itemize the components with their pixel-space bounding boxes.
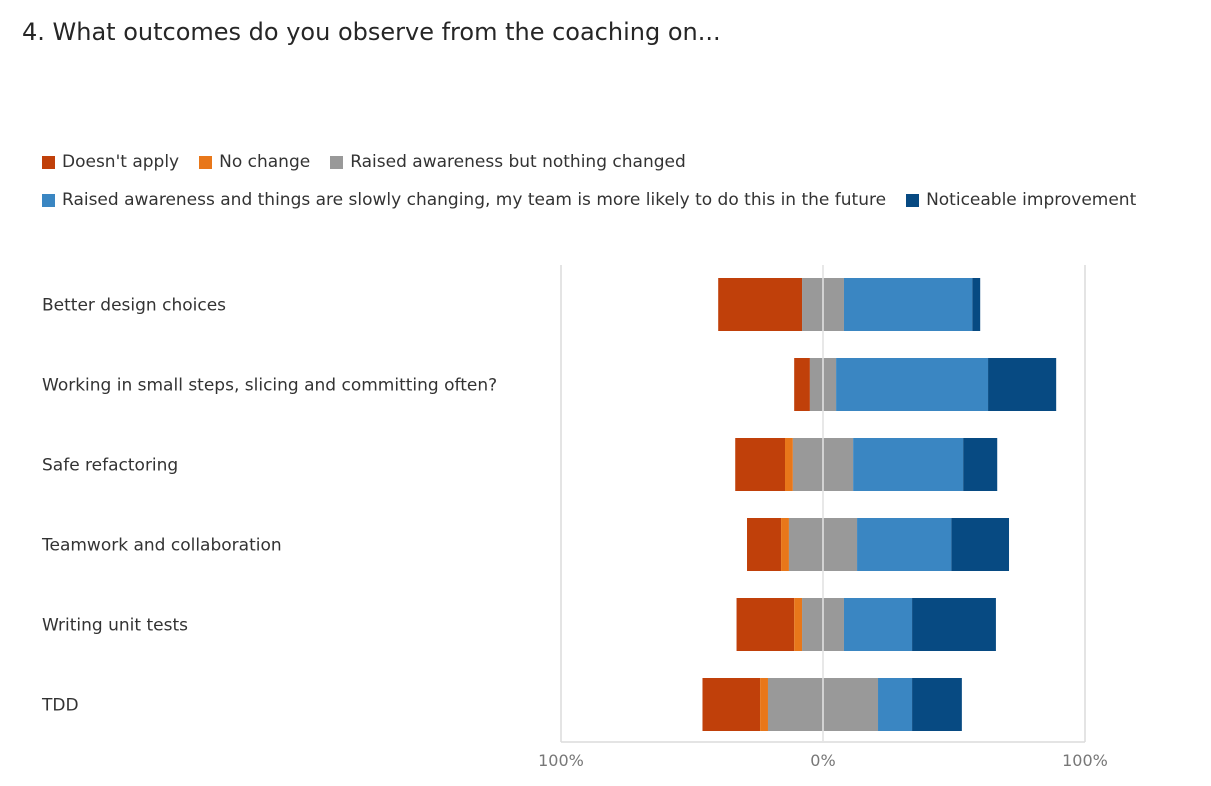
legend-label-raised-awareness-no-change: Raised awareness but nothing changed [350,152,686,172]
bar-segment [785,438,793,491]
category-label: Writing unit tests [42,616,188,636]
bar-segment [702,678,761,731]
bar-segment [878,678,913,731]
category-label: Working in small steps, slicing and comm… [42,376,497,396]
bar-segment [853,438,964,491]
legend-swatch-slowly-changing [42,193,55,207]
bar-segment [857,518,952,571]
category-label: Safe refactoring [42,456,178,476]
bar-segment [843,278,973,331]
legend: Doesn't apply No change Raised awareness… [42,152,1202,228]
bar-segment [781,518,789,571]
legend-item-noticeable-improvement[interactable]: Noticeable improvement [906,190,1136,210]
category-label: Better design choices [42,296,226,316]
bar-segment [718,278,803,331]
category-label: Teamwork and collaboration [41,536,282,556]
legend-label-no-change: No change [219,152,311,172]
bar-segment [843,598,913,651]
bar-segment [736,598,795,651]
bar-segment [963,438,998,491]
legend-swatch-raised-awareness-no-change [330,155,344,169]
bar-segment [747,518,782,571]
x-tick-label: 0% [810,751,835,770]
x-tick-label: 100% [1062,751,1108,770]
legend-item-no-change[interactable]: No change [199,152,310,172]
legend-label-slowly-changing: Raised awareness and things are slowly c… [62,190,887,210]
bar-segment [972,278,981,331]
legend-row-2: Raised awareness and things are slowly c… [42,190,1202,210]
question-title: 4. What outcomes do you observe from the… [22,18,721,46]
bar-segment [735,438,786,491]
bar-segment [836,358,989,411]
legend-swatch-doesnt-apply [42,155,55,169]
legend-swatch-noticeable-improvement [906,193,920,207]
legend-item-doesnt-apply[interactable]: Doesn't apply [42,152,179,172]
bar-segment [988,358,1057,411]
bar-segment [912,598,996,651]
legend-label-doesnt-apply: Doesn't apply [62,152,180,172]
legend-row-1: Doesn't apply No change Raised awareness… [42,152,1202,172]
legend-label-noticeable-improvement: Noticeable improvement [926,190,1137,210]
category-label: TDD [41,696,79,716]
bar-segment [912,678,962,731]
legend-item-raised-awareness-no-change[interactable]: Raised awareness but nothing changed [330,152,686,172]
bar-segment [794,358,810,411]
legend-item-slowly-changing[interactable]: Raised awareness and things are slowly c… [42,190,886,210]
legend-swatch-no-change [199,155,213,169]
bar-segment [794,598,803,651]
bar-segment [760,678,768,731]
x-tick-label: 100% [538,751,584,770]
bar-segment [951,518,1010,571]
